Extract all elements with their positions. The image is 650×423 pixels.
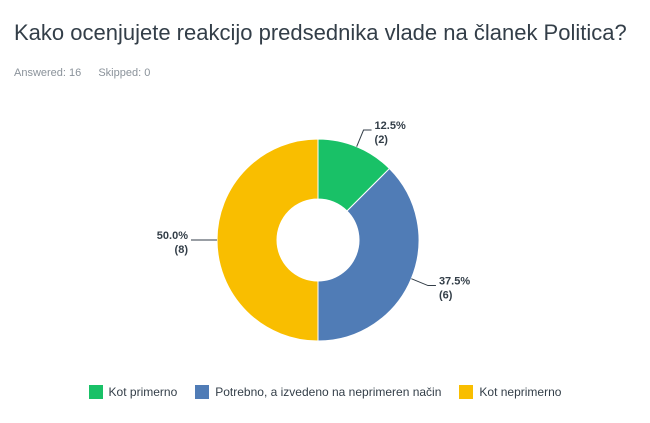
data-label-percent-0: 12.5% [375,120,406,132]
chart-legend: Kot primerno Potrebno, a izvedeno na nep… [0,385,650,399]
donut-slice-2[interactable] [216,138,319,342]
data-label-percent-2: 50.0% [157,230,188,242]
response-stats: Answered: 16 Skipped: 0 [14,67,150,79]
donut-slice-1[interactable] [317,167,420,342]
legend-swatch [88,385,103,399]
data-label-count-1: (6) [439,290,453,302]
skipped-count: Skipped: 0 [98,67,151,79]
legend-swatch [195,385,210,399]
data-label-count-0: (2) [375,134,389,146]
legend-item-potrebno[interactable]: Potrebno, a izvedeno na neprimeren način [195,385,441,399]
legend-swatch [459,385,474,399]
legend-label: Kot neprimerno [479,385,562,399]
callout-line-1 [411,278,436,287]
legend-item-kot-neprimerno[interactable]: Kot neprimerno [459,385,561,399]
data-label-count-2: (8) [175,244,189,256]
legend-label: Potrebno, a izvedeno na neprimeren način [215,385,442,399]
legend-label: Kot primerno [108,385,178,399]
survey-question-title: Kako ocenjujete reakcijo predsednika vla… [14,20,627,45]
answered-count: Answered: 16 [14,67,82,79]
legend-item-kot-primerno[interactable]: Kot primerno [88,385,178,399]
callout-line-0 [356,129,372,147]
data-label-percent-1: 37.5% [439,276,470,288]
